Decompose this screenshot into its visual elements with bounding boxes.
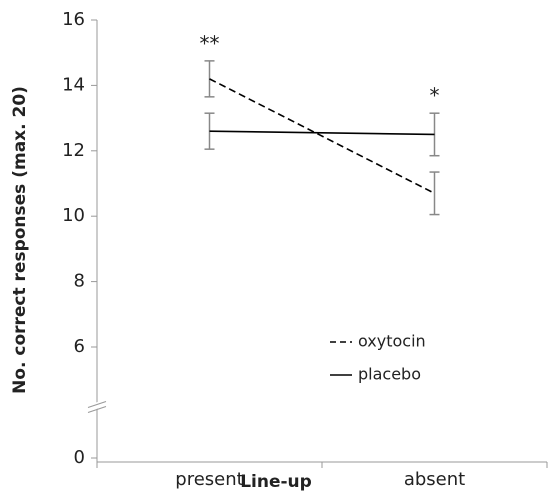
x-tick-label: present — [175, 469, 243, 490]
series-line — [209, 78, 435, 195]
legend-label: placebo — [358, 365, 421, 384]
annotation: * — [430, 84, 440, 108]
y-tick-label: 12 — [62, 140, 85, 161]
annotation: ** — [200, 31, 220, 55]
y-tick-label: 14 — [62, 74, 85, 95]
y-tick-label: 16 — [62, 9, 85, 30]
x-axis-title: Line-up — [240, 472, 312, 492]
y-tick-label: 0 — [74, 447, 85, 468]
y-tick-label: 10 — [62, 205, 85, 226]
x-tick-label: absent — [404, 469, 465, 490]
legend-label: oxytocin — [358, 332, 426, 351]
axis-break — [87, 401, 107, 408]
y-axis-title: No. correct responses (max. 20) — [10, 86, 30, 394]
y-tick-label: 8 — [74, 271, 85, 292]
series-line — [209, 130, 435, 136]
axis-break — [87, 406, 107, 413]
y-tick-label: 6 — [74, 336, 85, 357]
